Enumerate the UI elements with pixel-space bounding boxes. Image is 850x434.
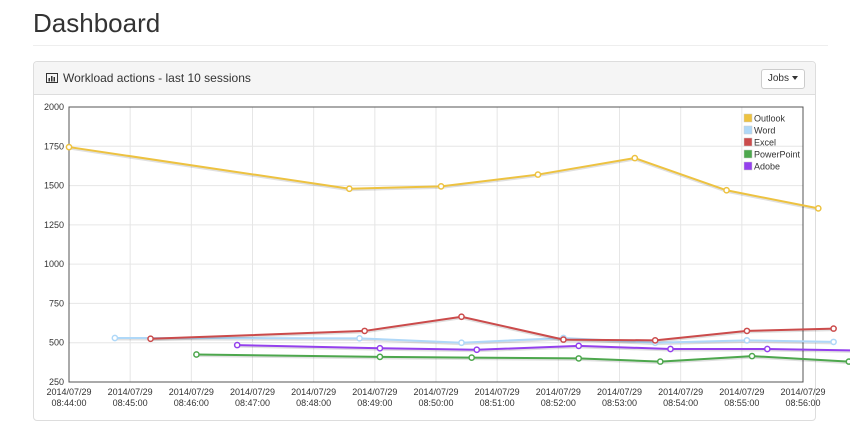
y-tick-label: 250 (49, 377, 64, 387)
x-tick-date: 2014/07/29 (230, 387, 275, 397)
x-tick-time: 08:56:00 (785, 398, 820, 408)
title-divider (33, 45, 828, 46)
x-tick-date: 2014/07/29 (475, 387, 520, 397)
data-point-powerpoint[interactable] (376, 353, 384, 361)
y-tick-label: 2000 (44, 102, 64, 112)
chart-series (65, 143, 850, 365)
data-point-adobe[interactable] (575, 342, 583, 350)
data-point-powerpoint[interactable] (193, 351, 200, 358)
data-point-powerpoint[interactable] (656, 358, 664, 365)
legend-swatch-excel (743, 137, 753, 147)
x-tick-time: 08:51:00 (480, 398, 515, 408)
data-point-powerpoint[interactable] (748, 352, 756, 360)
x-tick-date: 2014/07/29 (46, 387, 91, 397)
data-point-adobe[interactable] (763, 345, 771, 353)
series-shadow-outlook (68, 147, 819, 211)
data-point-outlook[interactable] (723, 186, 730, 194)
data-point-outlook[interactable] (814, 205, 822, 212)
chart-legend: Outlook Word Excel PowerPoint Adobe (743, 113, 801, 172)
legend-swatch-outlook (743, 113, 753, 123)
y-tick-label: 1000 (44, 259, 64, 269)
x-tick-date: 2014/07/29 (719, 387, 764, 397)
x-tick-date: 2014/07/29 (413, 387, 458, 397)
data-point-excel[interactable] (458, 313, 465, 321)
data-point-outlook[interactable] (631, 154, 639, 162)
y-axis-ticks: 250 500 750 1000 1250 1500 1750 2000 (44, 102, 64, 387)
x-tick-date: 2014/07/29 (597, 387, 642, 397)
data-point-word[interactable] (830, 338, 837, 346)
plot-frame (68, 106, 804, 383)
data-point-adobe[interactable] (473, 346, 481, 354)
data-point-excel[interactable] (651, 337, 659, 344)
bar-chart-icon (46, 73, 58, 83)
x-tick-time: 08:45:00 (113, 398, 148, 408)
legend-label: Outlook (754, 114, 786, 124)
panel-title: Workload actions - last 10 sessions (46, 71, 251, 85)
data-point-adobe[interactable] (233, 341, 241, 349)
x-axis-ticks: 2014/07/2908:44:002014/07/2908:45:002014… (46, 387, 825, 408)
data-point-word[interactable] (458, 339, 465, 347)
caret-down-icon (792, 76, 798, 81)
data-point-word[interactable] (743, 337, 751, 344)
legend-label: PowerPoint (754, 150, 801, 160)
x-tick-date: 2014/07/29 (108, 387, 153, 397)
data-point-adobe[interactable] (667, 345, 674, 353)
legend-swatch-adobe (743, 161, 753, 171)
legend-swatch-word (743, 125, 753, 135)
y-tick-label: 1750 (44, 141, 64, 151)
x-tick-time: 08:46:00 (174, 398, 209, 408)
data-point-excel[interactable] (147, 335, 154, 343)
data-point-excel[interactable] (361, 327, 368, 335)
x-tick-date: 2014/07/29 (780, 387, 825, 397)
y-tick-label: 500 (49, 338, 64, 348)
x-tick-time: 08:53:00 (602, 398, 637, 408)
x-tick-time: 08:48:00 (296, 398, 331, 408)
data-point-excel[interactable] (560, 336, 567, 343)
y-tick-label: 750 (49, 298, 64, 308)
jobs-button-label: Jobs (767, 73, 789, 84)
legend-label: Word (754, 126, 775, 136)
series-line-adobe (237, 344, 850, 352)
x-tick-date: 2014/07/29 (291, 387, 336, 397)
series-line-outlook (68, 146, 819, 210)
x-tick-time: 08:55:00 (724, 398, 759, 408)
x-tick-time: 08:47:00 (235, 398, 270, 408)
x-tick-time: 08:54:00 (663, 398, 698, 408)
x-tick-time: 08:52:00 (541, 398, 576, 408)
data-point-powerpoint[interactable] (468, 354, 476, 361)
x-tick-date: 2014/07/29 (536, 387, 581, 397)
x-tick-date: 2014/07/29 (658, 387, 703, 397)
y-tick-label: 1250 (44, 220, 64, 230)
data-point-powerpoint[interactable] (575, 355, 583, 362)
x-tick-time: 08:44:00 (51, 398, 86, 408)
x-tick-time: 08:49:00 (357, 398, 392, 408)
x-tick-date: 2014/07/29 (352, 387, 397, 397)
legend-label: Adobe (754, 162, 780, 172)
data-point-excel[interactable] (743, 327, 751, 335)
data-point-outlook[interactable] (65, 143, 73, 151)
jobs-dropdown-button[interactable]: Jobs (760, 69, 805, 89)
panel-title-text: Workload actions - last 10 sessions (63, 71, 251, 85)
x-tick-date: 2014/07/29 (169, 387, 214, 397)
data-point-word[interactable] (111, 334, 119, 342)
legend-swatch-powerpoint (743, 149, 753, 159)
panel-heading: Workload actions - last 10 sessions Jobs (34, 62, 815, 95)
data-point-excel[interactable] (830, 325, 837, 332)
y-tick-label: 1500 (44, 181, 64, 191)
x-tick-time: 08:50:00 (418, 398, 453, 408)
data-point-outlook[interactable] (534, 171, 542, 178)
data-point-word[interactable] (356, 334, 363, 342)
data-point-outlook[interactable] (437, 183, 445, 190)
data-point-powerpoint[interactable] (845, 358, 850, 365)
page-title: Dashboard (33, 8, 161, 38)
legend-label: Excel (754, 138, 776, 148)
data-point-outlook[interactable] (345, 185, 353, 193)
data-point-adobe[interactable] (376, 344, 384, 352)
